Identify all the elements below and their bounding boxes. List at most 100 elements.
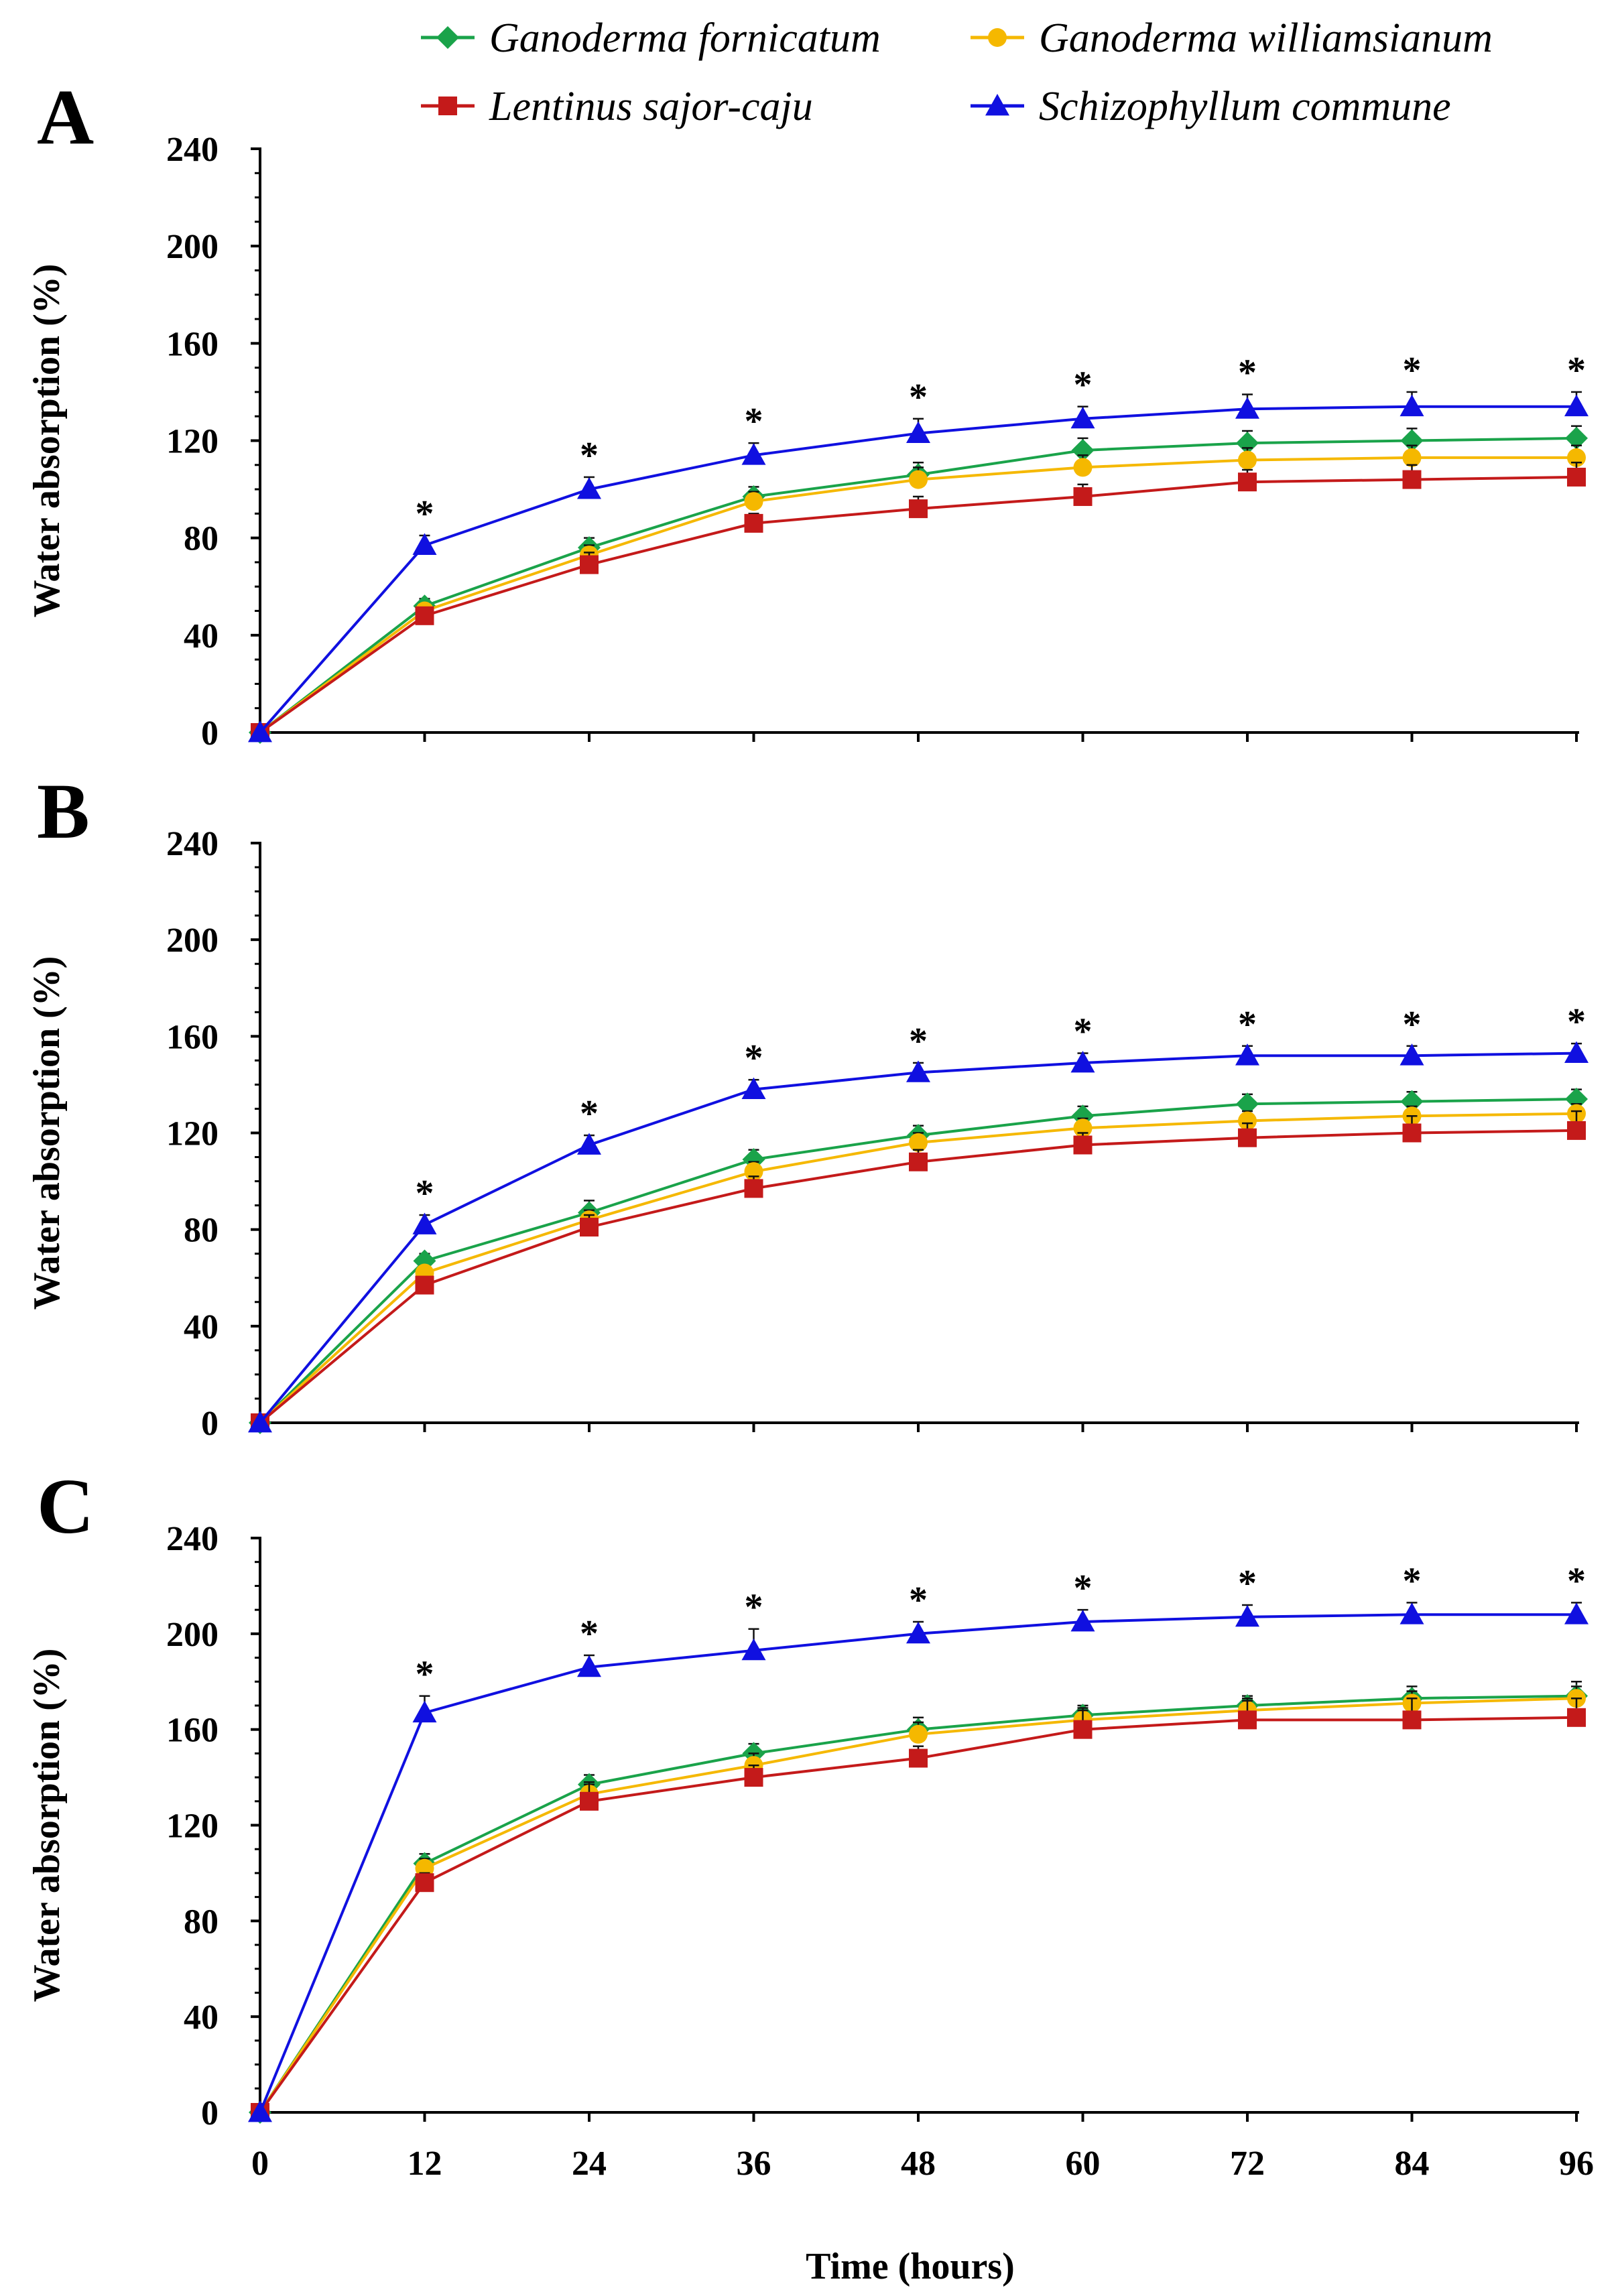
significance-star: * [909,377,928,418]
x-tick-label: 60 [1066,2145,1101,2183]
data-point [580,555,599,574]
series-line [259,405,1576,734]
data-point [1567,467,1586,487]
panel-letter: B [37,767,90,855]
significance-star: * [745,1037,763,1079]
data-point [1073,487,1093,506]
significance-star: * [1403,1004,1422,1045]
y-tick-label: 0 [201,2094,219,2132]
y-tick-label: 120 [166,1807,219,1846]
data-point [741,1638,766,1661]
significance-star: * [1567,1001,1586,1043]
data-point [1071,439,1095,462]
significance-star: * [416,1173,434,1214]
legend-marker [988,28,1007,47]
y-tick-label: 80 [184,1903,219,1941]
data-point [1238,1710,1257,1730]
y-tick-label: 160 [166,325,219,363]
legend-item: Schizophyllum commune [971,84,1451,129]
data-point [906,421,930,444]
significance-star: * [745,401,763,442]
y-tick-label: 40 [184,1998,219,2037]
significance-star: * [1074,1011,1093,1053]
data-point [1565,426,1588,450]
significance-star: * [1403,350,1422,391]
y-tick-label: 200 [166,228,219,266]
legend-item: Ganoderma williamsianum [971,15,1493,61]
data-point [577,477,601,499]
series-line [259,1051,1577,1424]
panel-letter: A [37,73,94,161]
data-point [1070,1609,1095,1632]
data-point [1564,394,1589,417]
data-point [1235,1604,1259,1627]
y-axis-title: Water absorption (%) [26,1649,68,2002]
legend-item: Lentinus sajor-caju [421,84,813,129]
significance-star: * [909,1021,928,1062]
data-point [906,1060,930,1082]
data-point [248,720,272,743]
data-point [1399,1043,1424,1066]
data-point [412,533,437,555]
x-tick-label: 36 [737,2145,771,2183]
panel-C: C Water absorption (%) 0 40 80 120 160 200 240 0 1… [26,1462,1594,2183]
data-point [1400,429,1424,452]
legend-item: Ganoderma fornicatum [421,15,881,61]
significance-star: * [1567,350,1586,391]
data-point [909,1724,928,1744]
significance-star: * [1238,353,1257,394]
y-tick-label: 80 [184,1212,219,1250]
panel-letter: C [37,1462,94,1550]
data-point [1402,1123,1422,1143]
y-tick-label: 120 [166,423,219,461]
legend-label: Ganoderma fornicatum [489,15,881,61]
data-point [1400,1090,1424,1113]
data-point [1399,1602,1424,1624]
series-schizophyllum-commune [248,1602,1589,2122]
y-tick-label: 40 [184,617,219,655]
data-point [1238,450,1257,470]
significance-star: * [1074,365,1093,406]
data-point [744,492,763,511]
series-line [259,1716,1577,2114]
data-point [577,1655,601,1677]
legend-marker [985,94,1009,116]
data-point [909,499,928,519]
series-line [259,1613,1576,2113]
data-point [1402,470,1422,489]
significance-star: * [1238,1563,1257,1604]
y-tick-label: 0 [201,714,219,753]
data-point [415,1873,434,1893]
legend: Ganoderma fornicatum Ganoderma williamsia… [421,15,1493,129]
data-point [1565,1088,1588,1111]
panel-B: B Water absorption (%) 0 40 80 120 160 200 240 * *… [26,767,1589,1443]
x-tick-label: 0 [251,2145,269,2183]
x-axis-title: Time (hours) [806,2246,1015,2287]
series-ganoderma-williamsianum [251,444,1586,742]
y-tick-label: 200 [166,1616,219,1654]
data-point [1567,1121,1586,1140]
panel-A: A Water absorption (%) 0 40 80 120 160 200 240 * *… [26,73,1589,753]
y-tick-label: 240 [166,1520,219,1558]
data-point [1235,397,1259,419]
y-axis-title: Water absorption (%) [26,264,68,618]
significance-star: * [745,1587,763,1629]
data-point [580,1218,599,1237]
significance-star: * [580,1613,599,1655]
series-line [259,1129,1577,1424]
y-tick-label: 40 [184,1308,219,1346]
data-point [1073,458,1093,477]
data-point [744,1768,763,1787]
y-tick-label: 240 [166,825,219,863]
data-point [412,1700,437,1723]
legend-marker [438,97,457,115]
data-point [1236,432,1259,455]
data-point [1073,1135,1093,1155]
data-point [1073,1720,1093,1739]
significance-star: * [1567,1560,1586,1602]
significance-star: * [1074,1568,1093,1609]
data-point [1070,406,1095,429]
data-point [1402,1710,1422,1730]
significance-star: * [909,1580,928,1621]
